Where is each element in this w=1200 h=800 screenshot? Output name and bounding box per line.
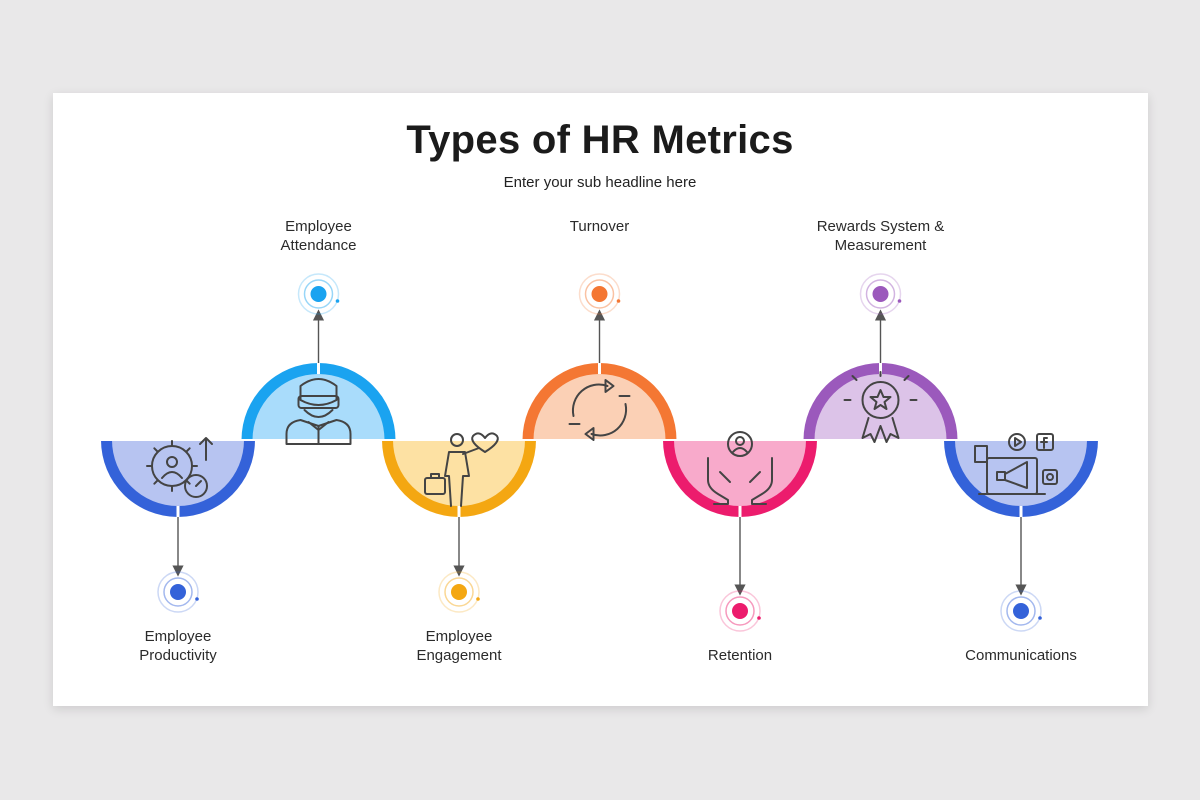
metric-label-line: Employee bbox=[285, 218, 352, 235]
target-outer-ring bbox=[578, 273, 621, 315]
target-dot bbox=[591, 286, 608, 302]
page-title: Types of HR Metrics bbox=[406, 118, 794, 162]
target-accent-dot bbox=[757, 616, 761, 620]
metric-item bbox=[239, 273, 398, 445]
metric-label: Retention bbox=[650, 646, 830, 665]
page-subtitle: Enter your sub headline here bbox=[503, 174, 697, 191]
target-accent-dot bbox=[335, 299, 340, 303]
metric-label-line: Employee bbox=[144, 628, 212, 645]
metric-label-line: Measurement bbox=[834, 237, 927, 254]
target-accent-dot bbox=[897, 299, 902, 303]
semicircle-fill bbox=[674, 440, 806, 506]
target-outer-ring bbox=[859, 273, 902, 315]
metric-label: Employee Attendance bbox=[229, 217, 409, 255]
metric-item bbox=[380, 432, 538, 613]
target-accent-dot bbox=[195, 597, 199, 601]
metric-label-line: Communications bbox=[965, 647, 1077, 664]
metric-item bbox=[942, 433, 1100, 632]
target-dot bbox=[872, 286, 889, 302]
metric-label: Employee Productivity bbox=[88, 627, 268, 665]
hands-person-icon bbox=[707, 431, 773, 505]
metric-label-line: Employee bbox=[425, 628, 493, 645]
target-outer-ring bbox=[719, 590, 761, 632]
metric-label: Rewards System & Measurement bbox=[791, 217, 971, 255]
target-accent-dot bbox=[1038, 616, 1042, 620]
target-dot bbox=[732, 603, 748, 619]
vr-person-icon bbox=[285, 378, 352, 445]
refresh-arrows-icon bbox=[568, 379, 631, 441]
target-outer-ring bbox=[1000, 590, 1042, 632]
target-accent-dot bbox=[616, 299, 621, 303]
semicircle-fill bbox=[533, 374, 666, 440]
target-dot bbox=[451, 584, 467, 600]
metric-label-line: Attendance bbox=[280, 237, 357, 254]
metric-item bbox=[801, 273, 960, 443]
target-dot bbox=[1013, 603, 1029, 619]
target-outer-ring bbox=[157, 571, 199, 613]
target-outer-ring bbox=[297, 273, 340, 315]
metric-label: Turnover bbox=[510, 217, 690, 236]
metric-item bbox=[99, 437, 257, 613]
metric-label-line: Engagement bbox=[416, 647, 502, 664]
metric-item bbox=[661, 431, 819, 632]
gear-person-gauge-icon bbox=[146, 437, 213, 498]
target-dot bbox=[170, 584, 186, 600]
target-accent-dot bbox=[476, 597, 480, 601]
metric-label-line: Productivity bbox=[139, 647, 217, 664]
target-outer-ring bbox=[438, 571, 480, 613]
person-briefcase-heart-icon bbox=[424, 432, 499, 507]
semicircle-fill bbox=[814, 374, 947, 440]
metric-item bbox=[520, 273, 679, 441]
metric-label: Communications bbox=[931, 646, 1111, 665]
target-dot bbox=[310, 286, 327, 302]
award-badge-icon bbox=[843, 371, 918, 443]
metric-label-line: Turnover bbox=[569, 218, 630, 235]
metric-label-line: Retention bbox=[707, 647, 773, 664]
megaphone-media-icon bbox=[974, 433, 1058, 495]
metric-label-line: Rewards System & bbox=[816, 218, 945, 235]
metric-label: Employee Engagement bbox=[369, 627, 549, 665]
